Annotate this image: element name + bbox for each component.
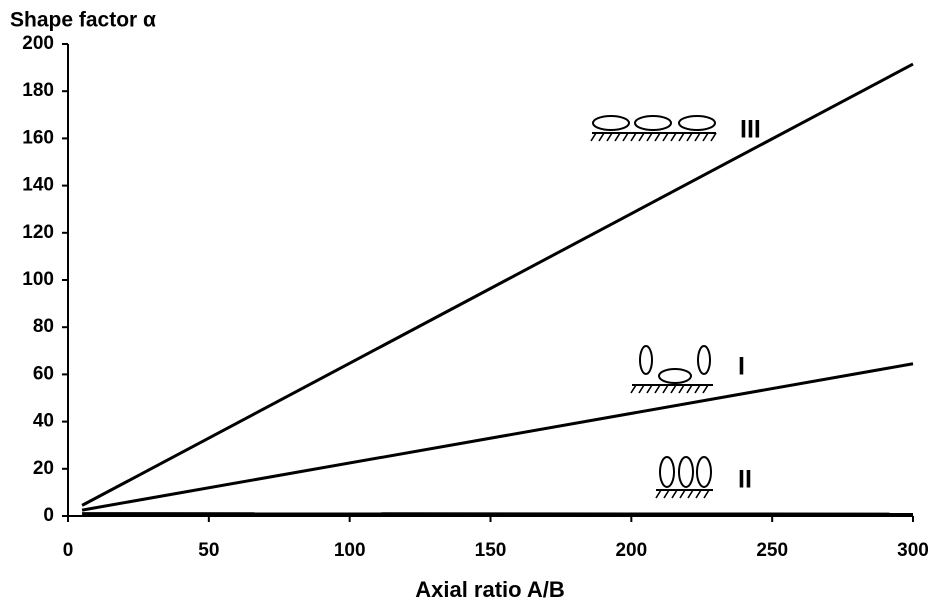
icon-ii [655,456,713,499]
x-tick-label: 100 [334,540,366,561]
y-tick-label: 140 [22,175,54,196]
y-tick-label: 20 [33,458,54,479]
icon-iii [590,115,717,142]
series-line [81,62,914,507]
y-tick-label: 180 [22,80,54,101]
y-tick-label: 160 [22,127,54,148]
x-tick-label: 250 [756,540,788,561]
y-tick-label: 40 [33,411,54,432]
x-tick-label: 150 [475,540,507,561]
x-tick-label: 0 [63,540,74,561]
series-line [81,362,914,512]
series-label: I [738,353,745,381]
icon-i [630,345,713,394]
x-tick-label: 200 [615,540,647,561]
y-tick-label: 120 [22,222,54,243]
x-tick-label: 50 [198,540,219,561]
y-tick-label: 200 [22,33,54,54]
y-tick-label: 0 [43,505,54,526]
chart-title: Shape factor α [10,9,156,32]
series-label: II [738,466,752,494]
y-tick-label: 60 [33,363,54,384]
y-tick-label: 100 [22,269,54,290]
series-label: III [740,116,761,144]
x-axis-label: Axial ratio A/B [415,577,565,602]
x-tick-label: 300 [897,540,929,561]
y-tick-label: 80 [33,316,54,337]
